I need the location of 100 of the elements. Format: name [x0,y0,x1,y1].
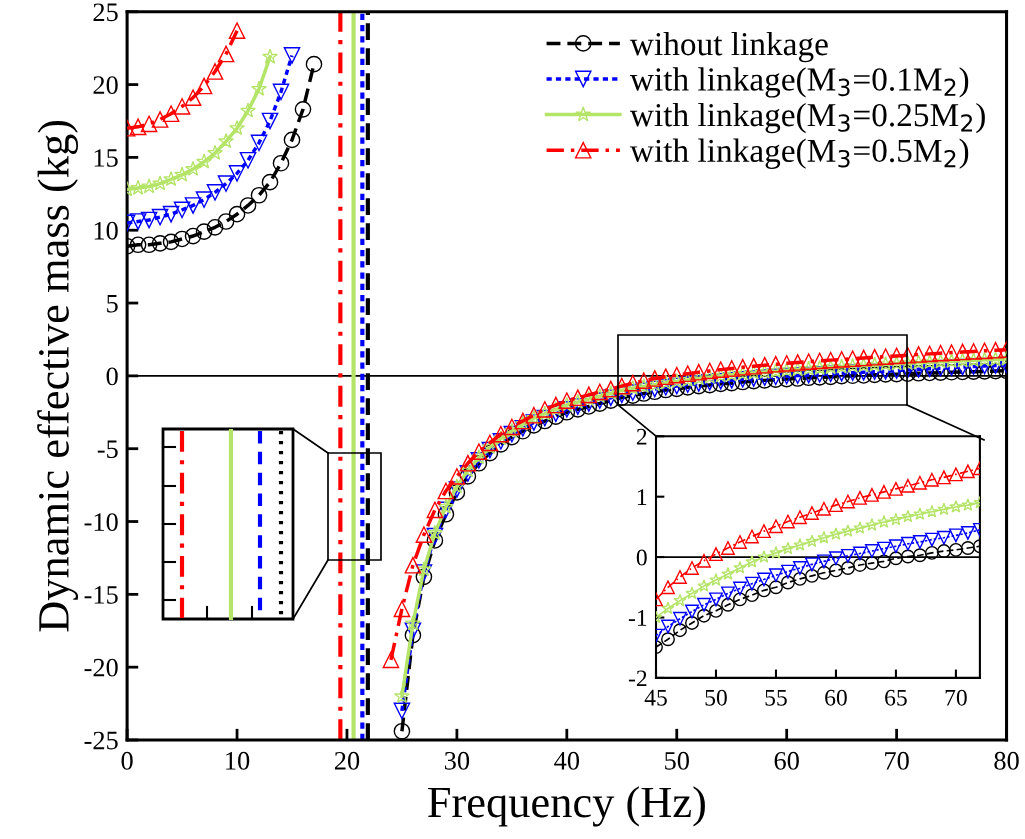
y-tick-label: 2 [636,428,647,445]
point [913,507,927,520]
point [876,541,891,556]
point [876,554,891,569]
point [781,564,795,579]
x-tick-label: 55 [765,689,787,706]
point [960,541,975,555]
point [673,611,687,626]
y-tick-label: 15 [94,149,118,167]
point [709,573,723,586]
point [900,478,915,493]
point [733,535,747,549]
legend-label: with linkage(M$_{3}$=0.1M$_{2}$) [629,67,969,98]
point [757,550,771,563]
y-axis-title: Dynamic effective mass (kg) [37,120,79,632]
point [912,535,927,549]
point [673,623,687,638]
point [805,557,819,572]
point [673,570,687,584]
point [840,548,855,563]
point [901,509,915,523]
point [805,506,819,520]
y-tick-label: 1 [637,489,647,505]
point [745,576,759,591]
point [685,586,699,600]
point [817,554,831,569]
point [757,524,771,539]
x-tick-label: 0 [121,751,133,770]
point [817,565,831,580]
x-tick-label: 40 [554,751,580,770]
point [769,519,783,534]
point [829,527,843,540]
point [912,548,927,563]
point [781,514,795,529]
point [709,592,723,607]
point [841,524,855,537]
point [721,597,735,612]
point [793,561,807,575]
legend-label: with linkage(M$_{3}$=0.25M$_{2}$) [629,102,985,134]
y-tick-label: 0 [636,549,647,566]
point [948,542,963,557]
point [769,545,783,559]
point [924,532,939,547]
x-tick-label: 60 [774,751,799,770]
point [697,579,711,592]
point [661,601,675,615]
point [924,472,939,487]
point [769,568,783,583]
x-axis-title: Frequency (Hz) [428,786,705,827]
y-tick-label: -15 [84,586,118,604]
point [697,597,711,612]
point [900,536,915,551]
point [889,512,903,526]
y-tick-label: 0 [106,367,118,386]
point [960,464,975,479]
point [685,561,699,575]
point [697,608,711,623]
point [961,498,975,511]
x-tick-label: 70 [885,751,909,770]
point [900,549,915,564]
point [828,563,843,578]
y-tick-label: -20 [84,658,118,677]
legend-label: with linkage(M$_{3}$=0.5M$_{2}$) [629,138,969,169]
x-tick-label: 50 [665,751,689,770]
point [877,515,891,528]
point [733,561,747,574]
point [888,481,903,496]
point [661,632,675,647]
y-tick-label: 25 [93,3,118,22]
point [925,504,939,518]
point [936,544,951,559]
point [960,525,975,540]
point [673,593,687,607]
x-tick-label: 70 [945,689,967,706]
point [864,544,879,559]
point [661,580,675,595]
y-tick-label: -2 [628,670,647,687]
point [745,554,759,568]
point [745,529,759,544]
point [757,572,771,587]
y-tick-label: 20 [93,76,118,94]
x-tick-label: 20 [334,751,360,770]
x-tick-label: 30 [444,751,470,770]
point [852,490,867,505]
point [709,603,723,618]
y-tick-label: -5 [97,440,118,459]
x-tick-label: 10 [226,751,250,770]
x-tick-label: 65 [885,689,907,706]
point [805,534,819,548]
point [948,528,963,543]
point [781,575,795,590]
point [852,546,867,561]
point [817,501,831,516]
x-tick-label: 60 [825,689,847,706]
point [769,580,783,595]
legend-label: wihout linkage [629,31,828,63]
x-tick-label: 80 [994,751,1019,770]
point [865,518,879,531]
point [888,551,903,566]
point [793,510,807,525]
